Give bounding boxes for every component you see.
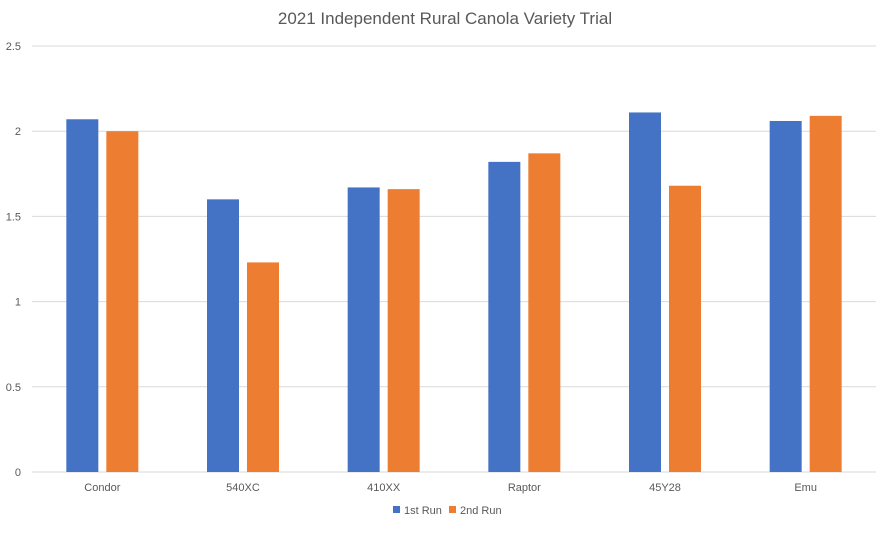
legend-swatch xyxy=(393,506,400,513)
x-tick-label: 540XC xyxy=(226,482,260,494)
bar-1st-run-raptor xyxy=(488,161,521,472)
y-tick-label: 1.5 xyxy=(6,211,21,223)
legend-label: 2nd Run xyxy=(460,505,502,517)
y-tick-label: 0.5 xyxy=(6,382,21,394)
y-tick-label: 2.5 xyxy=(6,41,21,53)
x-tick-label: 410XX xyxy=(367,482,401,494)
x-tick-label: 45Y28 xyxy=(649,482,681,494)
bar-1st-run-45y28 xyxy=(629,112,661,473)
bar-1st-run-410xx xyxy=(347,187,380,472)
x-tick-label: Emu xyxy=(794,482,817,494)
bar-1st-run-emu xyxy=(769,120,802,472)
bars xyxy=(66,112,842,473)
y-axis-ticks: 0 0.5 1 1.5 2 2.5 xyxy=(6,41,21,479)
bar-2nd-run-540xc xyxy=(247,262,279,472)
bar-2nd-run-raptor xyxy=(528,153,561,473)
y-tick-label: 0 xyxy=(15,467,21,479)
legend-label: 1st Run xyxy=(404,505,442,517)
bar-2nd-run-45y28 xyxy=(669,185,701,472)
bar-2nd-run-emu xyxy=(809,115,842,472)
y-tick-label: 1 xyxy=(15,297,21,309)
gridlines xyxy=(32,45,876,473)
chart-title: 2021 Independent Rural Canola Variety Tr… xyxy=(278,9,612,28)
bar-1st-run-condor xyxy=(66,119,99,472)
legend-swatch xyxy=(449,506,456,513)
bar-2nd-run-410xx xyxy=(387,189,420,473)
x-axis-ticks: Condor 540XC 410XX Raptor 45Y28 Emu xyxy=(84,482,817,494)
x-tick-label: Raptor xyxy=(508,482,541,494)
bar-1st-run-540xc xyxy=(207,199,239,473)
x-tick-label: Condor xyxy=(84,482,120,494)
y-tick-label: 2 xyxy=(15,126,21,138)
bar-2nd-run-condor xyxy=(106,131,139,472)
legend: 1st Run 2nd Run xyxy=(393,505,502,517)
